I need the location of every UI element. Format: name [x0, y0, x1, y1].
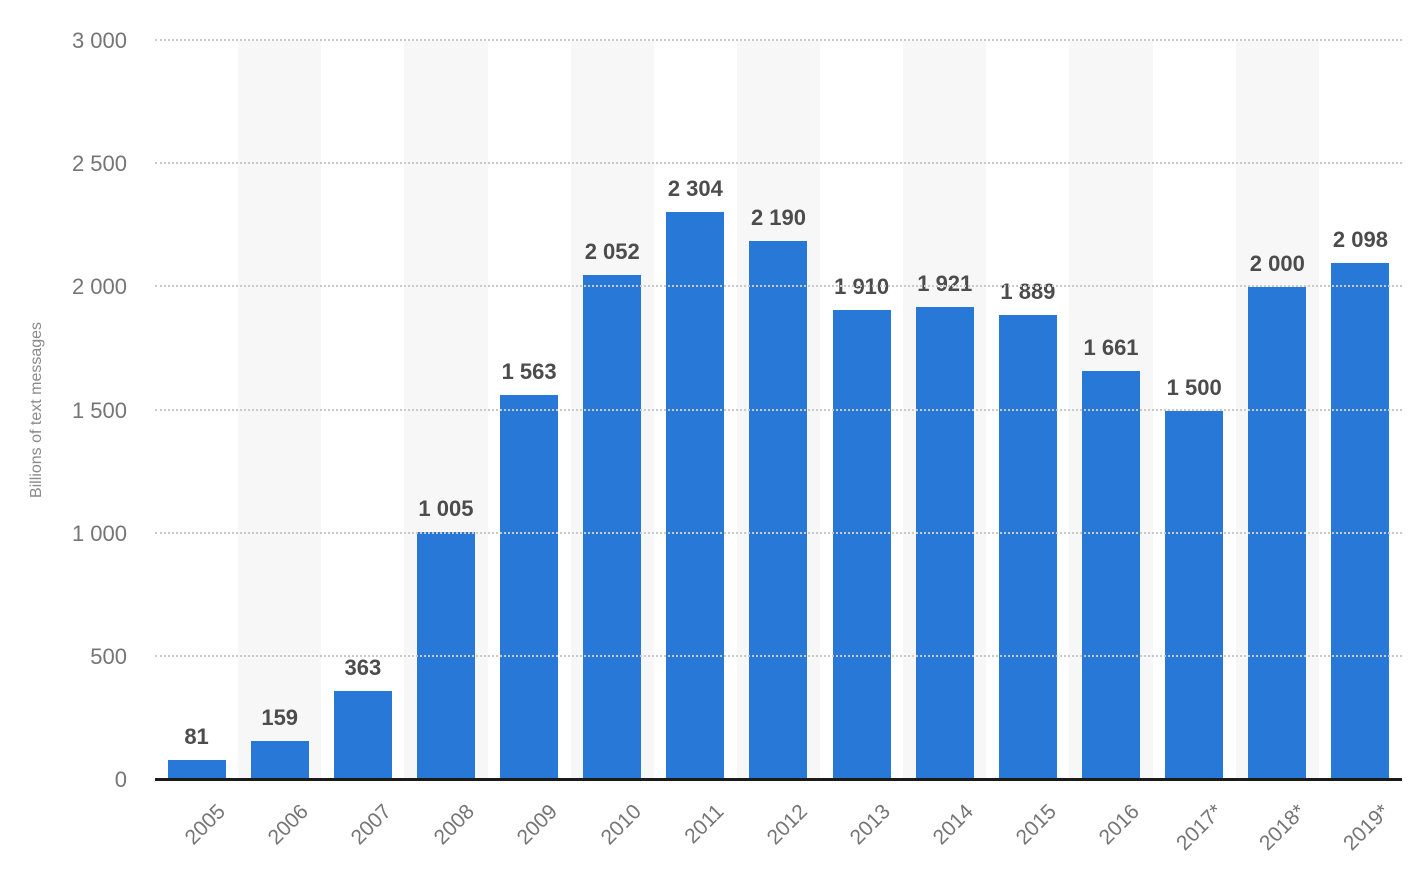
bar-2014[interactable] — [915, 306, 974, 780]
bar-value-label: 2 190 — [750, 204, 807, 230]
bar-2006[interactable] — [250, 740, 309, 780]
bar-2007[interactable] — [333, 690, 392, 780]
bar-value-label: 2 304 — [667, 176, 723, 202]
bar-value-label: 1 661 — [1083, 334, 1139, 360]
category-column: 1 910 — [820, 41, 903, 780]
bar-value-label: 363 — [344, 654, 382, 680]
x-tick-label: 2016 — [1094, 800, 1145, 850]
bar-2011[interactable] — [666, 212, 725, 780]
category-column: 81 — [155, 41, 238, 780]
category-column: 1 921 — [903, 41, 987, 780]
bar-value-label: 1 889 — [1000, 278, 1056, 304]
category-column: 1 500 — [1153, 41, 1236, 780]
gridline — [155, 531, 1402, 534]
bar-value-label: 159 — [261, 704, 299, 730]
plot-area: 81 159 363 1 005 1 563 2 052 2 304 2 190 1 910 1 … — [155, 39, 1402, 780]
gridline — [155, 408, 1402, 411]
gridline — [155, 39, 1402, 41]
y-tick-label: 2 500 — [71, 151, 127, 177]
category-column: 1 005 — [404, 41, 488, 780]
gridline — [155, 285, 1402, 288]
bar-2009[interactable] — [500, 394, 559, 780]
x-tick-label: 2009 — [513, 800, 563, 850]
x-tick-label: 2010 — [596, 800, 646, 850]
category-column: 363 — [321, 41, 404, 780]
x-tick-label: 2017* — [1172, 800, 1228, 856]
category-column: 2 190 — [736, 41, 821, 780]
x-tick-label: 2006 — [263, 800, 313, 850]
y-tick-label: 3 000 — [71, 28, 127, 53]
x-tick-label: 2007 — [346, 800, 397, 850]
y-tick-label: 1 000 — [71, 520, 127, 546]
y-tick-label: 500 — [90, 643, 127, 669]
bar-2017*[interactable] — [1165, 410, 1224, 780]
bar-value-label: 2 052 — [584, 238, 640, 264]
y-axis: 0 500 1 000 1 500 2 000 2 500 3 000 — [0, 28, 127, 792]
bar-value-label: 1 500 — [1166, 374, 1222, 400]
bar-2013[interactable] — [832, 309, 891, 780]
bar-value-label: 1 005 — [418, 496, 474, 522]
x-tick-label: 2011 — [680, 800, 729, 849]
gridline — [155, 654, 1402, 657]
category-column: 2 000 — [1235, 41, 1319, 780]
bar-value-label: 81 — [184, 724, 209, 750]
bar-2018*[interactable] — [1248, 287, 1307, 780]
x-tick-label: 2018* — [1255, 800, 1311, 856]
x-tick-label: 2012 — [762, 800, 812, 850]
x-tick-label: 2005 — [180, 800, 230, 850]
y-tick-label: 1 500 — [71, 397, 127, 423]
bar-value-label: 1 921 — [917, 270, 973, 296]
bar-2015[interactable] — [998, 314, 1057, 780]
category-column: 1 661 — [1069, 41, 1153, 780]
y-tick-label: 0 — [114, 767, 127, 792]
x-axis-baseline — [155, 778, 1402, 781]
x-axis: 2005 2006 2007 2008 2009 2010 2011 2012 2013 2014… — [155, 781, 1402, 884]
bar-2019*[interactable] — [1331, 263, 1390, 780]
x-tick-label: 2015 — [1011, 800, 1062, 850]
category-column: 2 052 — [570, 41, 654, 780]
category-column: 1 563 — [488, 41, 571, 780]
gridline — [155, 162, 1402, 165]
category-column: 2 304 — [654, 41, 737, 780]
category-column: 1 889 — [986, 41, 1069, 780]
bar-2005[interactable] — [167, 760, 226, 780]
x-tick-label: 2013 — [845, 800, 895, 850]
y-tick-label: 2 000 — [71, 274, 127, 300]
bar-value-label: 2 098 — [1332, 227, 1388, 253]
bar-value-label: 1 563 — [501, 358, 557, 384]
bar-2012[interactable] — [749, 240, 808, 780]
bar-2016[interactable] — [1082, 370, 1141, 780]
category-column: 2 098 — [1319, 41, 1402, 780]
x-tick-label: 2014 — [928, 800, 979, 850]
x-tick-label: 2008 — [429, 800, 480, 850]
bar-value-label: 2 000 — [1249, 251, 1305, 277]
x-tick-label: 2019* — [1338, 800, 1394, 856]
category-column: 159 — [238, 41, 322, 780]
bar-2010[interactable] — [583, 274, 642, 780]
